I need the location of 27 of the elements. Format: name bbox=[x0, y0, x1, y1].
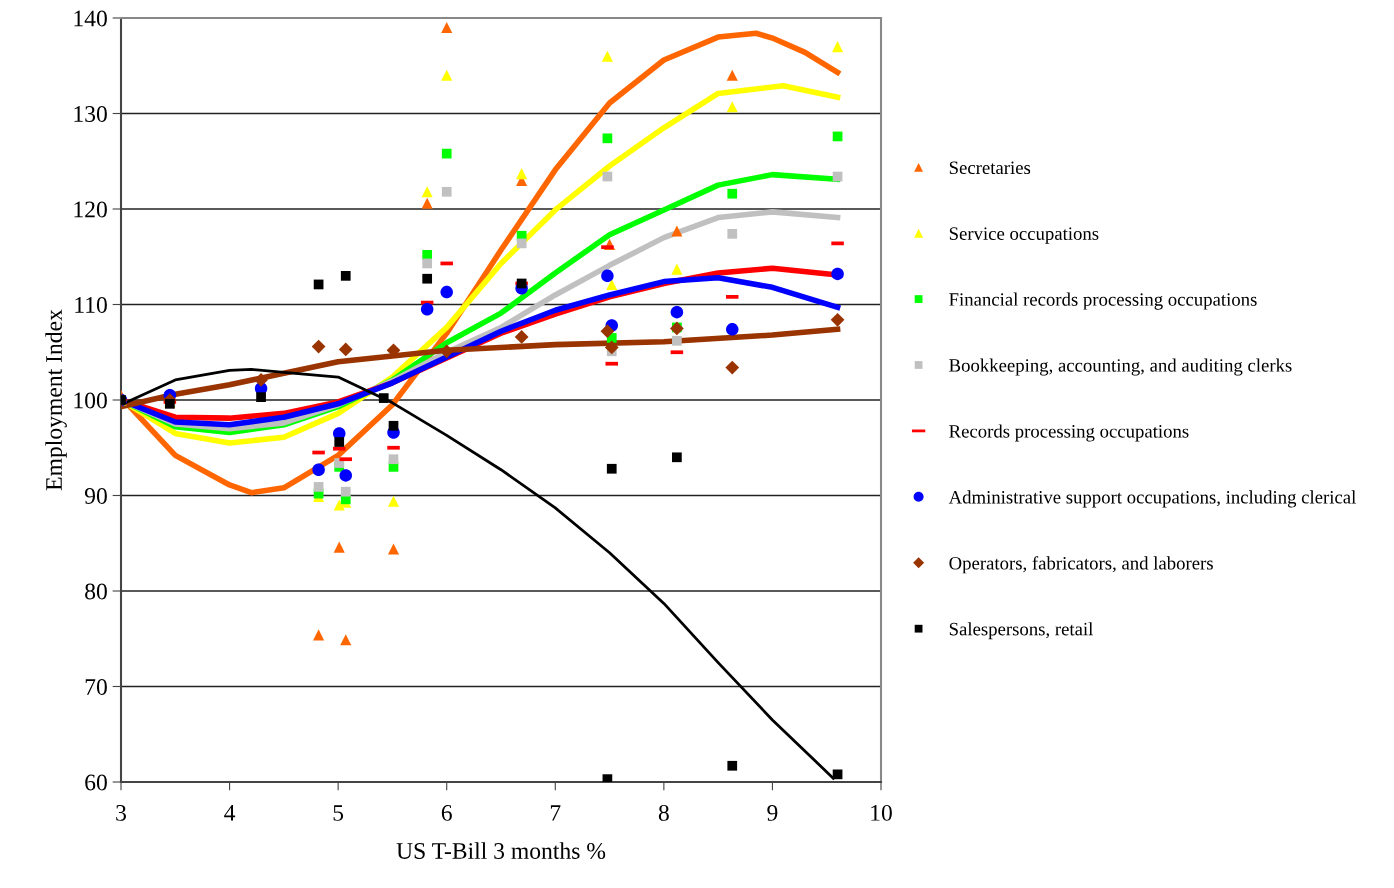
legend-label: Administrative support occupations, including clerical bbox=[948, 490, 1356, 508]
legend-label: Operators, fabricators, and laborers bbox=[949, 556, 1213, 574]
legend-label: Bookkeeping, accounting, and auditing clerks bbox=[949, 358, 1292, 376]
y-tick-label: 70 bbox=[85, 678, 107, 695]
x-tick-label: 7 bbox=[550, 805, 561, 821]
legend-label: Secretaries bbox=[949, 161, 1031, 175]
y-tick-label: 90 bbox=[84, 487, 107, 504]
legend-label: Financial records processing occupations bbox=[949, 292, 1257, 310]
legend-label: Records processing occupations bbox=[949, 424, 1189, 442]
x-tick-label: 6 bbox=[441, 804, 452, 821]
y-tick-label: 130 bbox=[74, 105, 107, 122]
y-tick-label: 80 bbox=[85, 583, 107, 600]
y-axis-title: Employment Index bbox=[45, 309, 67, 491]
y-tick-label: 60 bbox=[85, 774, 107, 791]
x-tick-label: 9 bbox=[767, 804, 778, 821]
y-tick-label: 110 bbox=[75, 296, 107, 313]
y-tick-label: 140 bbox=[74, 10, 107, 27]
x-tick-label: 4 bbox=[224, 805, 236, 821]
x-axis-title: US T-Bill 3 months % bbox=[396, 842, 606, 859]
legend-label: Service occupations bbox=[949, 227, 1099, 244]
x-tick-label: 5 bbox=[333, 805, 344, 821]
y-tick-label: 120 bbox=[74, 201, 107, 218]
y-tick-label: 100 bbox=[74, 392, 107, 409]
x-tick-label: 10 bbox=[871, 804, 892, 821]
legend-label: Salespersons, retail bbox=[949, 622, 1093, 640]
x-tick-label: 3 bbox=[116, 804, 126, 821]
x-tick-label: 8 bbox=[658, 804, 669, 821]
